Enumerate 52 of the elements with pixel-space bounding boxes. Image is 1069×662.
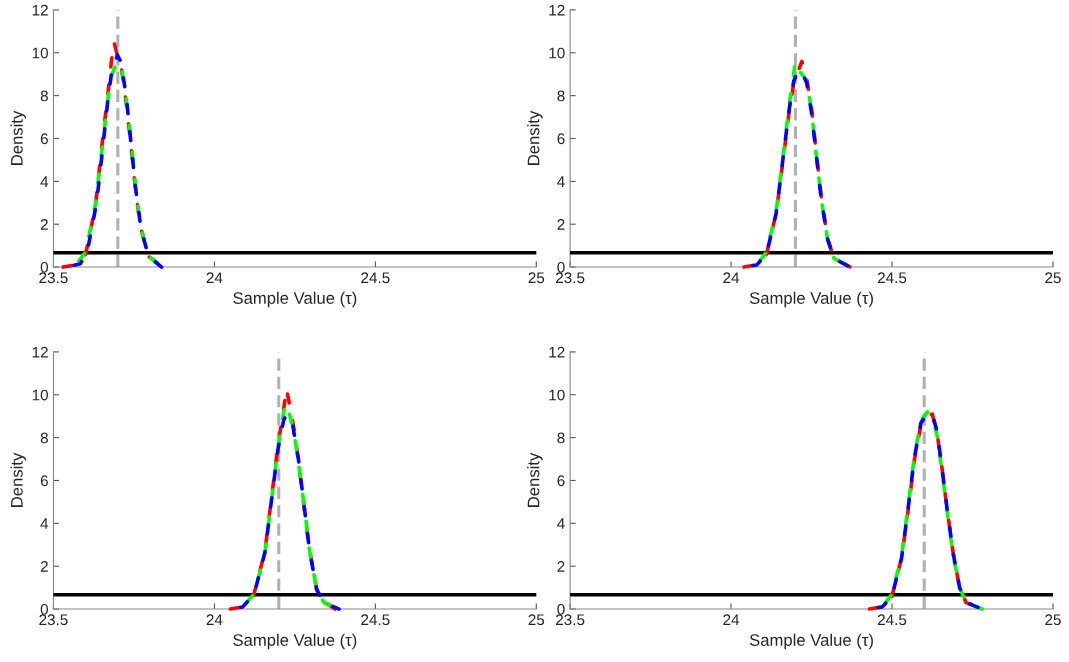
x-tick-label: 24.5	[877, 614, 907, 626]
y-tick-label: 6	[40, 475, 48, 487]
x-tick-label: 24.5	[361, 614, 390, 626]
y-tick-label: 4	[557, 176, 565, 187]
y-tick-label: 0	[557, 603, 565, 615]
x-tick-label: 23.5	[39, 614, 68, 626]
y-axis-title: Density	[527, 452, 543, 507]
y-tick-label: 10	[32, 389, 48, 401]
y-tick-label: 12	[32, 4, 48, 16]
y-tick-label: 8	[40, 90, 48, 102]
x-tick-label: 25	[1045, 272, 1061, 284]
y-tick-label: 10	[549, 47, 565, 59]
y-tick-label: 6	[557, 133, 565, 145]
y-tick-label: 10	[549, 389, 565, 401]
x-tick-label: 25	[528, 272, 545, 284]
y-tick-label: 6	[557, 475, 565, 487]
x-tick-label: 25	[1045, 614, 1061, 626]
y-tick-label: 0	[557, 261, 565, 273]
y-tick-label: 2	[557, 219, 565, 230]
x-tick-label: 24.5	[877, 272, 907, 284]
y-tick-label: 6	[40, 133, 48, 145]
y-tick-label: 12	[549, 346, 565, 358]
y-axis-title: Density	[10, 452, 27, 507]
x-tick-label: 23.5	[556, 272, 585, 284]
x-tick-label: 23.5	[556, 614, 585, 626]
y-tick-label: 2	[40, 219, 48, 230]
y-tick-label: 8	[40, 432, 48, 444]
x-axis-title: Sample Value (τ)	[233, 291, 357, 308]
x-tick-label: 24.5	[361, 272, 390, 284]
x-tick-label: 24	[723, 272, 740, 283]
y-tick-label: 8	[557, 432, 565, 444]
x-tick-label: 24	[723, 614, 740, 625]
y-axis-title: Density	[10, 110, 27, 165]
x-axis-title: Sample Value (τ)	[233, 633, 357, 650]
y-tick-label: 0	[40, 261, 48, 273]
x-tick-label: 23.5	[39, 272, 68, 284]
x-tick-label: 24	[206, 272, 223, 283]
y-tick-label: 8	[557, 90, 565, 102]
x-axis-title: Sample Value (τ)	[749, 633, 873, 650]
y-tick-label: 2	[40, 561, 48, 572]
y-tick-label: 4	[40, 518, 49, 529]
x-axis-title: Sample Value (τ)	[749, 291, 873, 308]
y-axis-title: Density	[527, 110, 543, 165]
y-tick-label: 12	[32, 346, 48, 358]
y-tick-label: 12	[549, 4, 565, 16]
y-tick-label: 4	[40, 176, 49, 187]
x-tick-label: 25	[528, 614, 545, 626]
y-tick-label: 10	[32, 47, 48, 59]
x-tick-label: 24	[206, 614, 223, 625]
y-tick-label: 0	[40, 603, 48, 615]
y-tick-label: 4	[557, 518, 565, 529]
y-tick-label: 2	[557, 561, 565, 572]
